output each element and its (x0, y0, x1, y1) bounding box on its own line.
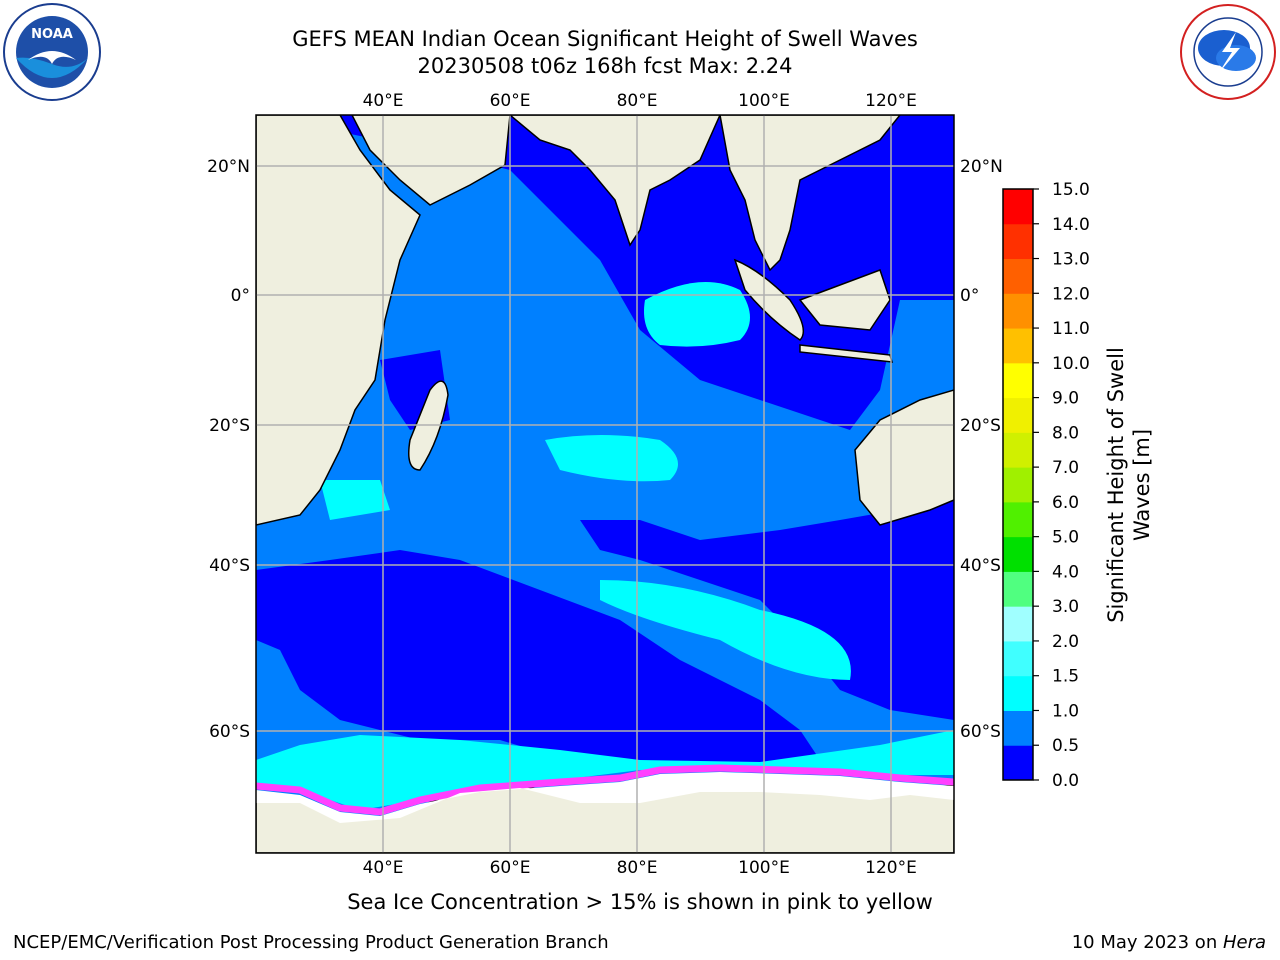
land-africa (256, 115, 421, 526)
lon-label: 40°E (363, 858, 404, 878)
lon-label: 120°E (865, 91, 917, 111)
colorbar-tick-label: 15.0 (1052, 180, 1090, 200)
lon-label: 100°E (738, 91, 790, 111)
lon-label: 120°E (865, 858, 917, 878)
colorbar-tick-label: 4.0 (1052, 562, 1079, 582)
colorbar-tick-label: 0.0 (1052, 771, 1079, 791)
lat-label: 20°N (207, 157, 250, 177)
colorbar-tick-label: 11.0 (1052, 319, 1090, 339)
sea-ice-note: Sea Ice Concentration > 15% is shown in … (347, 890, 933, 914)
footer-credit: NCEP/EMC/Verification Post Processing Pr… (13, 932, 609, 953)
lat-label: 0° (960, 286, 979, 306)
lat-label: 60°S (209, 722, 250, 742)
land-australia (854, 389, 954, 526)
lat-label: 20°S (960, 416, 1001, 436)
colorbar-segment (1003, 675, 1033, 711)
lat-label: 40°S (209, 556, 250, 576)
nws-logo-icon (1180, 4, 1276, 100)
chart-subtitle: 20230508 t06z 168h fcst Max: 2.24 (417, 54, 793, 78)
colorbar-segment (1003, 223, 1033, 260)
colorbar-segment (1003, 328, 1033, 364)
map-area (256, 115, 954, 853)
colorbar-segment (1003, 362, 1033, 399)
lon-label: 80°E (617, 858, 658, 878)
land-borneo-java (798, 269, 894, 363)
noaa-logo-icon: NOAA (3, 3, 101, 101)
sea-ice-shelf (256, 772, 954, 823)
map-frame (255, 114, 955, 854)
colorbar-segment (1003, 640, 1033, 677)
high-swell-region (320, 480, 390, 520)
land-southeast-asia (719, 115, 901, 272)
lat-labels-left: 20°N 0° 20°S 40°S 60°S (207, 157, 250, 742)
footer-host: Hera (1222, 932, 1266, 953)
colorbar-tick-label: 7.0 (1052, 458, 1079, 478)
lat-label: 60°S (960, 722, 1001, 742)
land-sumatra (733, 258, 805, 341)
colorbar-segment (1003, 397, 1033, 433)
lon-label: 60°E (490, 91, 531, 111)
colorbar-segment (1003, 571, 1033, 607)
colorbar-segment (1003, 745, 1033, 781)
lon-label: 80°E (617, 91, 658, 111)
colorbar-tick-label: 9.0 (1052, 389, 1079, 409)
colorbar-tick-label: 13.0 (1052, 250, 1090, 270)
colorbar-label-line1: Significant Height of Swell (1104, 347, 1128, 623)
sea-ice-edge (256, 764, 954, 816)
high-swell-region (600, 580, 851, 680)
colorbar-tick-label: 8.0 (1052, 423, 1079, 443)
colorbar-segment (1003, 189, 1033, 225)
footer-date: 10 May 2023 on Hera (1072, 932, 1266, 953)
colorbar-tick-label: 14.0 (1052, 215, 1090, 235)
colorbar-tick-label: 2.0 (1052, 632, 1079, 652)
colorbar-tick-label: 12.0 (1052, 284, 1090, 304)
lat-label: 20°N (960, 157, 1003, 177)
colorbar-tick-label: 1.5 (1052, 667, 1079, 687)
colorbar-segment (1003, 606, 1033, 642)
colorbar-segment (1003, 258, 1033, 294)
lat-label: 0° (231, 286, 250, 306)
high-swell-region (545, 435, 678, 482)
colorbar-label: Significant Height of Swell Waves [m] (1104, 347, 1154, 623)
lat-label: 20°S (209, 416, 250, 436)
land-arabia (351, 115, 511, 206)
colorbar-segment (1003, 536, 1033, 572)
colorbar-frame (1002, 188, 1034, 781)
colorbar-segment (1003, 467, 1033, 503)
lat-label: 40°S (960, 556, 1001, 576)
colorbar-tick-label: 6.0 (1052, 493, 1079, 513)
colorbar-segment (1003, 710, 1033, 746)
high-swell-region (644, 282, 750, 347)
colorbar-tick-label: 0.5 (1052, 736, 1079, 756)
footer-date-text: 10 May 2023 on (1071, 932, 1223, 953)
lon-label: 40°E (363, 91, 404, 111)
lon-label: 100°E (738, 858, 790, 878)
low-swell-region (256, 550, 820, 770)
noaa-logo-text: NOAA (31, 27, 73, 42)
colorbar-tick-label: 5.0 (1052, 528, 1079, 548)
colorbar-tick-label: 10.0 (1052, 354, 1090, 374)
lat-labels-right: 20°N 0° 20°S 40°S 60°S (960, 157, 1003, 742)
land-india (508, 115, 721, 247)
graticule (256, 115, 954, 853)
colorbar-segment (1003, 432, 1033, 468)
colorbar-segment (1003, 293, 1033, 329)
low-swell-region (580, 500, 954, 720)
chart-title: GEFS MEAN Indian Ocean Significant Heigh… (292, 27, 918, 51)
colorbar-tick-label: 3.0 (1052, 597, 1079, 617)
colorbar: 0.0 0.5 1.0 1.5 2.0 3.0 4.0 5.0 6.0 7.0 8.0 9.0 10.0… (1003, 180, 1090, 791)
high-swell-region (256, 730, 954, 810)
colorbar-segment (1003, 501, 1033, 538)
lon-label: 60°E (490, 858, 531, 878)
lon-labels-bottom: 40°E 60°E 80°E 100°E 120°E (363, 858, 917, 878)
colorbar-label-line2: Waves [m] (1130, 429, 1154, 541)
colorbar-tick-label: 1.0 (1052, 701, 1079, 721)
lon-labels-top: 40°E 60°E 80°E 100°E 120°E (363, 91, 917, 111)
